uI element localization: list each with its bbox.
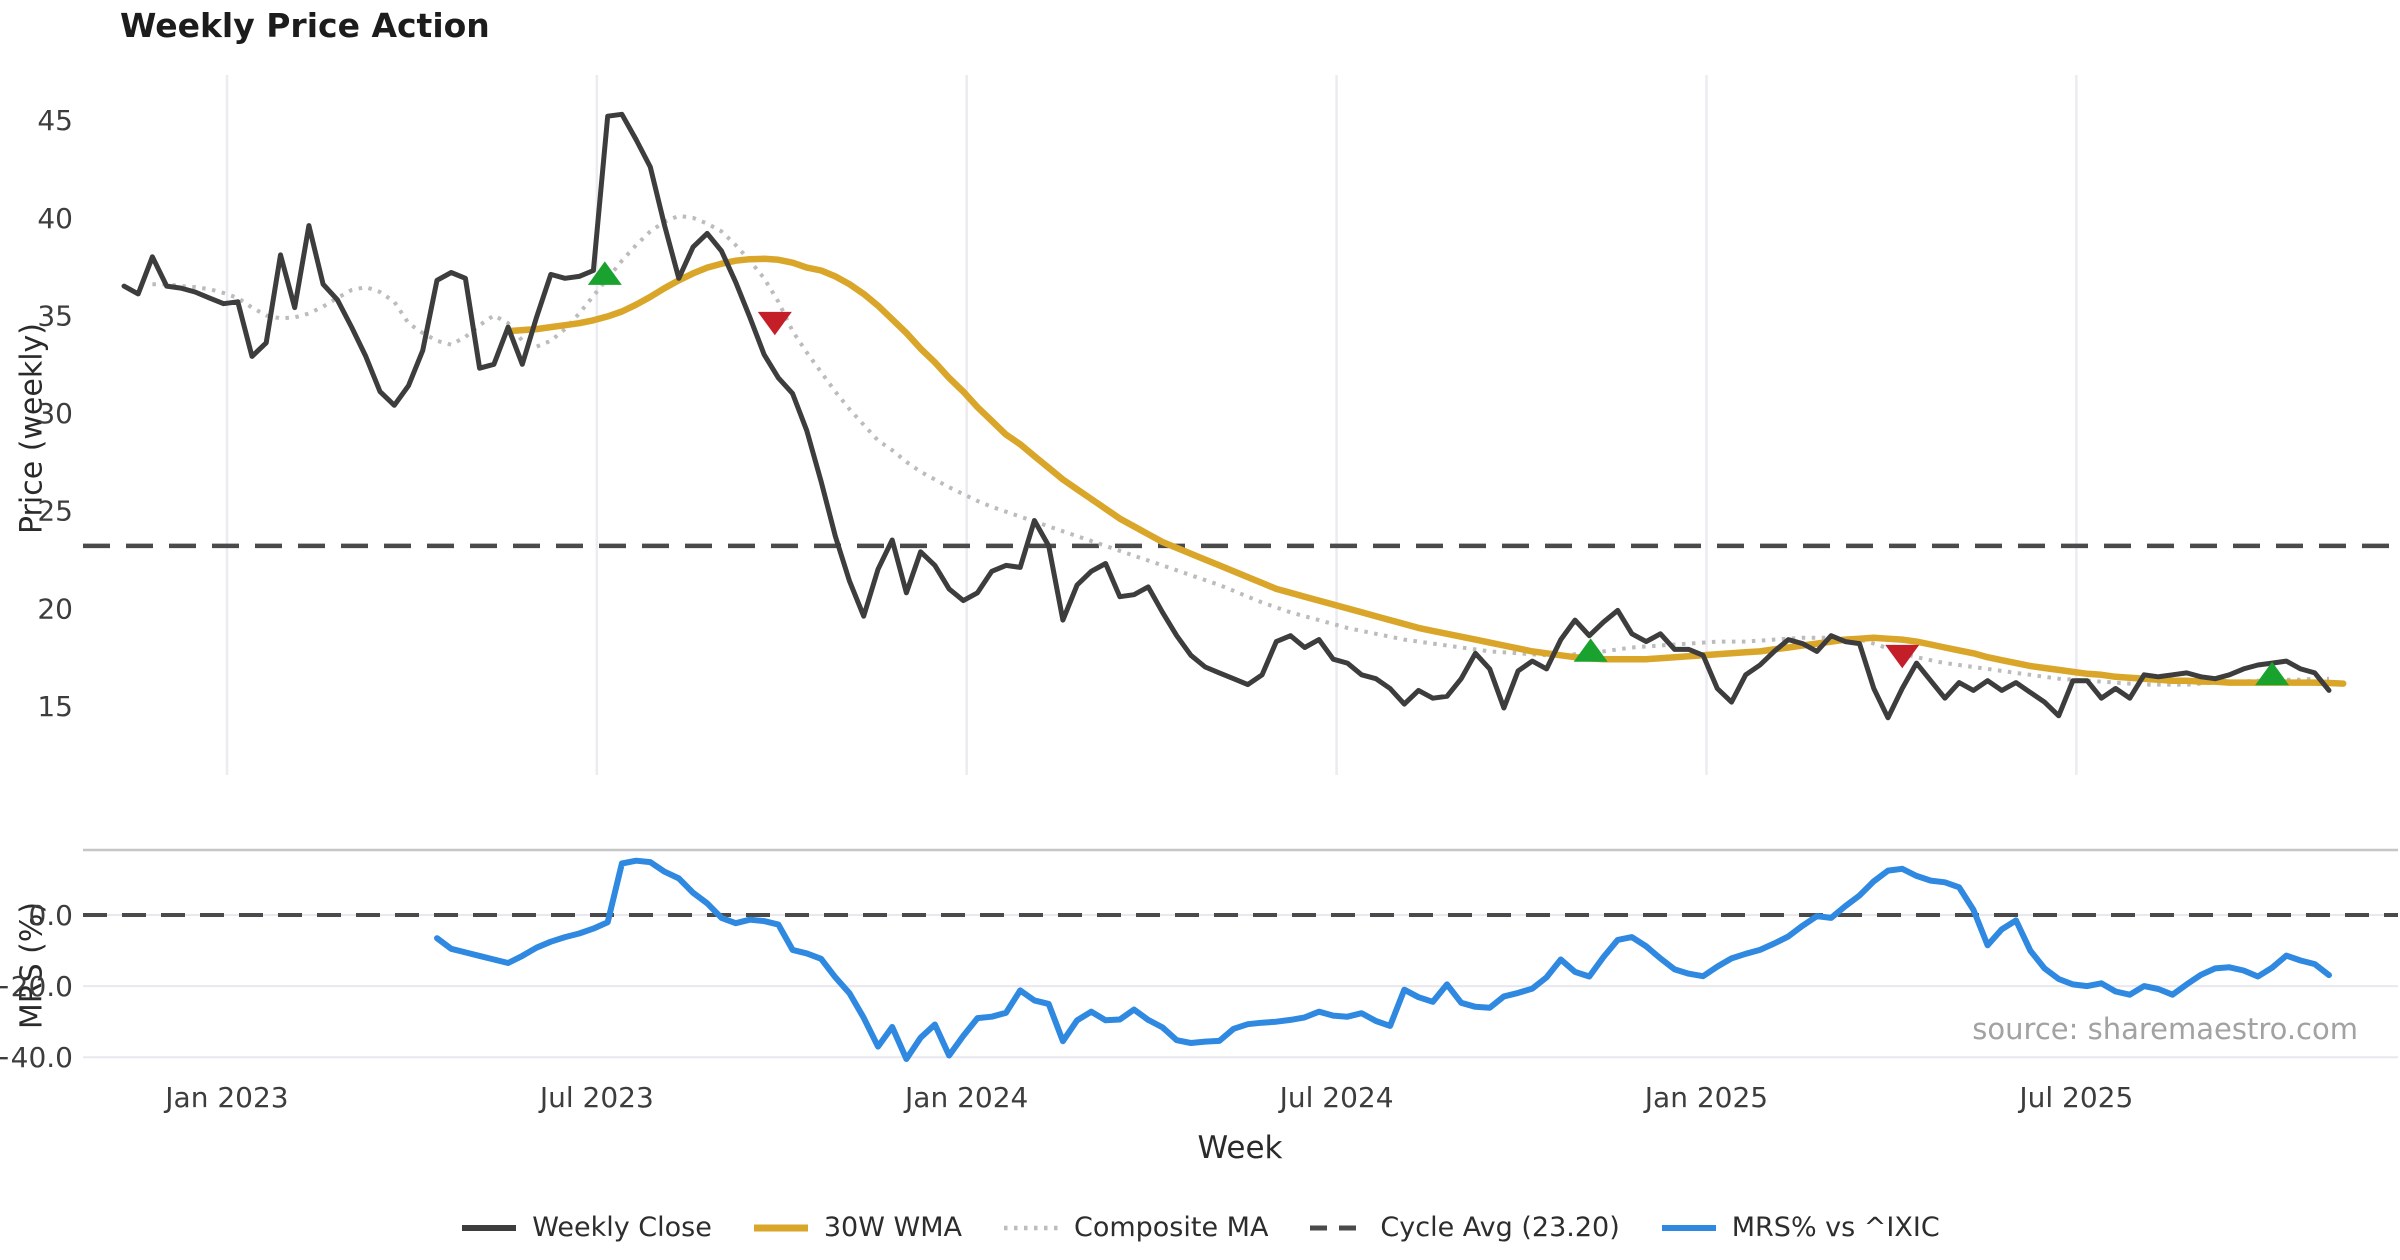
mrs-ytick-1: −20.0 (0, 970, 73, 1003)
buy-signal-2-marker (1573, 638, 1608, 662)
x-axis-label: Week (1197, 1130, 1283, 1166)
price-ytick-30: 30 (37, 397, 73, 430)
buy-signal-1-marker (587, 261, 622, 285)
series-30w-wma (504, 255, 2347, 687)
price-ytick-20: 20 (37, 592, 73, 625)
legend-label: 30W WMA (823, 1212, 962, 1243)
source-attribution: source: sharemaestro.com (1972, 1012, 2358, 1046)
sell-signal-2-marker (1885, 644, 1920, 669)
legend-label: Cycle Avg (23.20) (1380, 1212, 1620, 1243)
mrs-line-icon (1661, 1224, 1716, 1231)
legend-item-weekly-close: Weekly Close (460, 1212, 712, 1243)
cycle-avg-dashed-line-icon (1310, 1225, 1365, 1230)
xtick-Jan 2024: Jan 2024 (903, 1081, 1028, 1114)
price-ytick-45: 45 (37, 104, 73, 137)
composite-dotted-line-icon (1003, 1225, 1058, 1230)
legend-item-wma: 30W WMA (752, 1212, 962, 1243)
xtick-Jul 2024: Jul 2024 (1278, 1081, 1394, 1114)
series-mrs-vs-ixic (434, 857, 2332, 1062)
xtick-Jul 2025: Jul 2025 (2017, 1081, 2133, 1114)
xtick-Jan 2025: Jan 2025 (1643, 1081, 1768, 1114)
legend-label: Composite MA (1073, 1212, 1269, 1243)
xtick-Jan 2023: Jan 2023 (163, 1081, 288, 1114)
series-weekly-close (121, 111, 2332, 721)
legend: Weekly Close 30W WMA Composite MA Cycle … (0, 1212, 2400, 1243)
sell-signal-1-marker (757, 311, 792, 336)
price-ytick-25: 25 (37, 495, 73, 528)
legend-item-cycle-avg: Cycle Avg (23.20) (1308, 1212, 1620, 1243)
legend-item-composite: Composite MA (1002, 1212, 1268, 1243)
buy-signal-3-marker (2255, 661, 2290, 686)
price-ytick-40: 40 (37, 202, 73, 235)
series-composite-ma (152, 213, 2329, 687)
legend-item-mrs: MRS% vs ^IXIC (1660, 1212, 1940, 1243)
legend-label: MRS% vs ^IXIC (1731, 1212, 1940, 1243)
page-title: Weekly Price Action (120, 6, 490, 45)
xtick-Jul 2023: Jul 2023 (538, 1081, 654, 1114)
weekly-close-line-icon (462, 1224, 517, 1231)
mrs-ytick-0: 0.0 (28, 899, 73, 932)
legend-label: Weekly Close (532, 1212, 712, 1243)
wma-line-icon (753, 1224, 808, 1231)
price-ytick-35: 35 (37, 299, 73, 332)
mrs-ytick-2: −40.0 (0, 1041, 73, 1074)
price-ytick-15: 15 (37, 690, 73, 723)
